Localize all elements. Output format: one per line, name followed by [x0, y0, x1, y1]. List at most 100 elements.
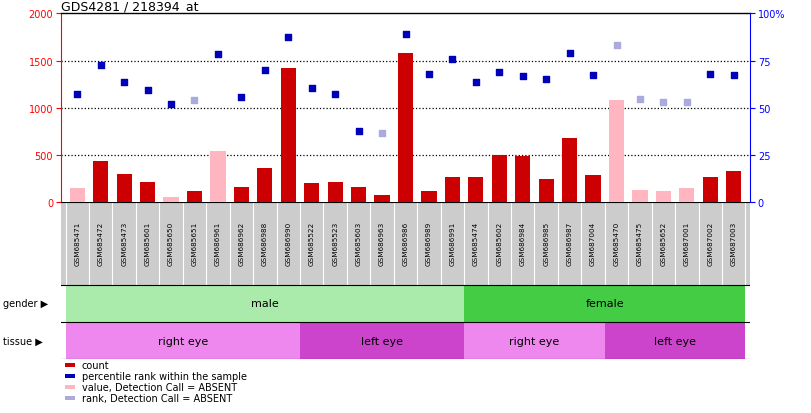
Bar	[609, 101, 624, 202]
Bar	[680, 188, 694, 202]
Bar	[66, 322, 300, 359]
Text: right eye: right eye	[157, 336, 208, 346]
Bar	[257, 169, 272, 202]
Bar	[375, 196, 389, 202]
Text: GSM685651: GSM685651	[191, 222, 197, 266]
Bar	[422, 192, 436, 202]
Text: count: count	[82, 361, 109, 370]
Point	[610, 43, 623, 49]
Point	[141, 87, 154, 94]
Point	[399, 32, 412, 38]
Text: GSM685471: GSM685471	[75, 222, 80, 266]
Text: GSM686988: GSM686988	[262, 222, 268, 266]
Text: GSM685475: GSM685475	[637, 222, 643, 266]
Bar	[539, 180, 554, 202]
Point	[352, 128, 365, 135]
Bar	[234, 188, 249, 202]
Point	[586, 73, 599, 79]
Text: GSM686985: GSM686985	[543, 222, 549, 266]
Point	[375, 131, 388, 137]
Text: percentile rank within the sample: percentile rank within the sample	[82, 371, 247, 381]
Bar	[163, 197, 178, 202]
Text: GSM687004: GSM687004	[590, 222, 596, 266]
Text: left eye: left eye	[361, 336, 403, 346]
Text: rank, Detection Call = ABSENT: rank, Detection Call = ABSENT	[82, 393, 232, 403]
Text: GSM685652: GSM685652	[660, 222, 667, 266]
Bar	[515, 157, 530, 202]
Text: GSM687003: GSM687003	[731, 222, 736, 266]
Bar	[117, 174, 131, 202]
Text: gender ▶: gender ▶	[3, 299, 49, 309]
Point	[727, 72, 740, 79]
Point	[188, 97, 201, 104]
Point	[328, 92, 341, 99]
Point	[118, 80, 131, 86]
Text: female: female	[586, 299, 624, 309]
Point	[305, 85, 318, 92]
Text: GSM685650: GSM685650	[168, 222, 174, 266]
Bar	[304, 184, 320, 202]
Point	[423, 71, 436, 78]
Point	[539, 76, 552, 83]
Point	[281, 35, 294, 41]
Text: tissue ▶: tissue ▶	[3, 336, 43, 346]
Bar	[468, 178, 483, 202]
Bar	[398, 54, 413, 202]
Text: left eye: left eye	[654, 336, 696, 346]
Bar	[605, 322, 745, 359]
Text: GSM686963: GSM686963	[379, 222, 385, 266]
Text: male: male	[251, 299, 279, 309]
Point	[71, 92, 84, 99]
Bar	[300, 322, 464, 359]
Point	[704, 72, 717, 78]
Text: GSM685474: GSM685474	[473, 222, 478, 266]
Bar	[187, 191, 202, 202]
Text: GSM685522: GSM685522	[309, 222, 315, 266]
Bar	[281, 69, 296, 202]
Point	[657, 99, 670, 106]
Text: GSM686961: GSM686961	[215, 222, 221, 266]
Text: GSM687001: GSM687001	[684, 222, 690, 266]
Bar	[633, 191, 648, 202]
Text: GSM685601: GSM685601	[144, 222, 151, 266]
Point	[680, 100, 693, 106]
Point	[470, 80, 483, 86]
Text: GSM686986: GSM686986	[402, 222, 409, 266]
Point	[493, 69, 506, 76]
Bar	[70, 188, 85, 202]
Text: GSM686987: GSM686987	[567, 222, 573, 266]
Point	[563, 51, 576, 57]
Bar	[586, 175, 601, 202]
Bar	[93, 162, 109, 202]
Text: GSM687002: GSM687002	[707, 222, 714, 266]
Bar	[210, 152, 225, 202]
Text: GSM686989: GSM686989	[426, 222, 432, 266]
Text: GSM686984: GSM686984	[520, 222, 526, 266]
Point	[94, 63, 107, 69]
Bar	[726, 171, 741, 202]
Point	[259, 68, 272, 75]
Point	[235, 95, 248, 101]
Point	[212, 52, 225, 58]
Text: GSM686991: GSM686991	[449, 222, 456, 266]
Text: GSM685602: GSM685602	[496, 222, 502, 266]
Bar	[491, 155, 507, 202]
Point	[165, 101, 178, 108]
Text: GSM685603: GSM685603	[355, 222, 362, 266]
Text: GDS4281 / 218394_at: GDS4281 / 218394_at	[61, 0, 199, 13]
Text: GSM685470: GSM685470	[614, 222, 620, 266]
Bar	[444, 178, 460, 202]
Point	[517, 74, 530, 80]
Bar	[702, 178, 718, 202]
Bar	[562, 138, 577, 202]
Text: value, Detection Call = ABSENT: value, Detection Call = ABSENT	[82, 382, 237, 392]
Bar	[351, 188, 367, 202]
Text: GSM685523: GSM685523	[333, 222, 338, 266]
Point	[446, 56, 459, 63]
Bar	[140, 183, 155, 202]
Text: GSM685473: GSM685473	[121, 222, 127, 266]
Bar	[66, 285, 464, 322]
Text: GSM686990: GSM686990	[285, 222, 291, 266]
Bar	[464, 322, 605, 359]
Point	[633, 96, 646, 103]
